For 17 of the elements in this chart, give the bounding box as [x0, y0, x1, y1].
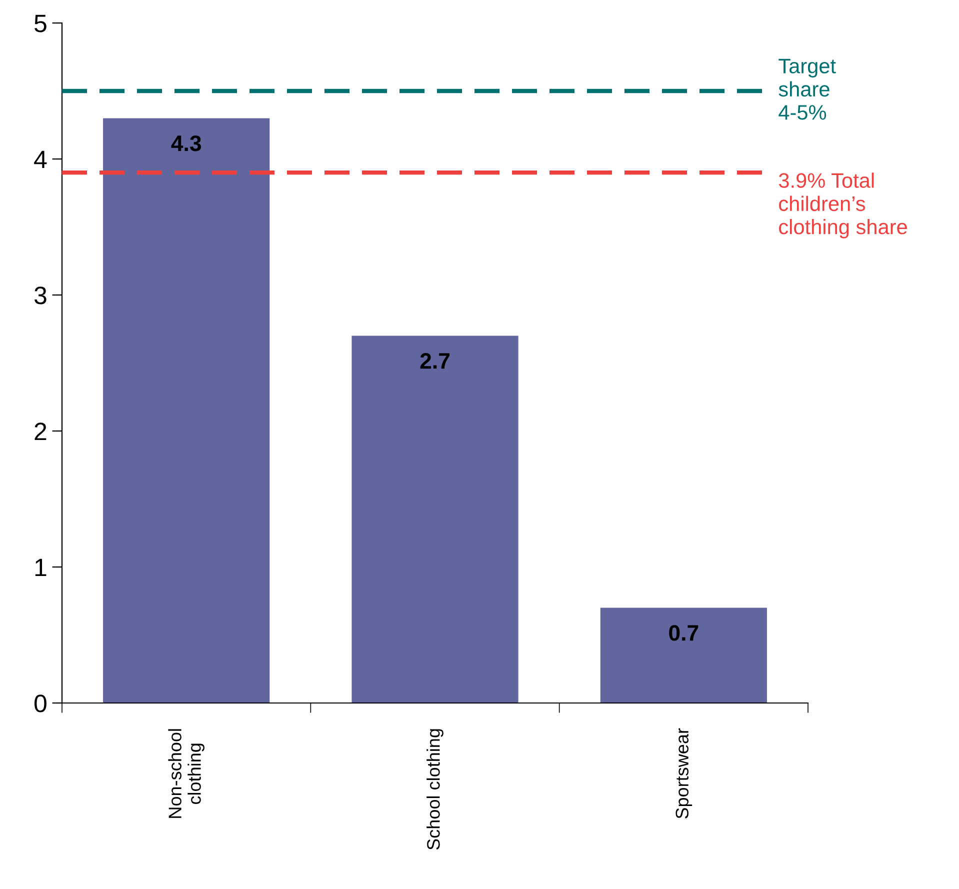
- bar: [103, 118, 270, 703]
- data-label: 2.7: [420, 353, 450, 369]
- ref-line-label: 3.9% Total children’s clothing share: [778, 172, 907, 238]
- y-tick-label: 2: [34, 422, 46, 440]
- bar: [600, 608, 767, 703]
- bar: [352, 336, 518, 703]
- y-tick-label: 1: [35, 558, 46, 576]
- x-tick-label: Sportswear: [676, 728, 692, 818]
- x-tick-label: School clothing: [426, 729, 444, 850]
- ref-line-label: Target share 4-5%: [778, 58, 836, 120]
- y-tick-label: 0: [34, 694, 46, 712]
- y-tick-label: 5: [34, 14, 46, 32]
- data-label: 4.3: [171, 135, 201, 152]
- y-tick-label: 4: [34, 150, 47, 168]
- data-label: 0.7: [669, 625, 698, 641]
- x-tick-label: Non-school clothing: [168, 729, 204, 818]
- y-tick-label: 3: [34, 286, 46, 304]
